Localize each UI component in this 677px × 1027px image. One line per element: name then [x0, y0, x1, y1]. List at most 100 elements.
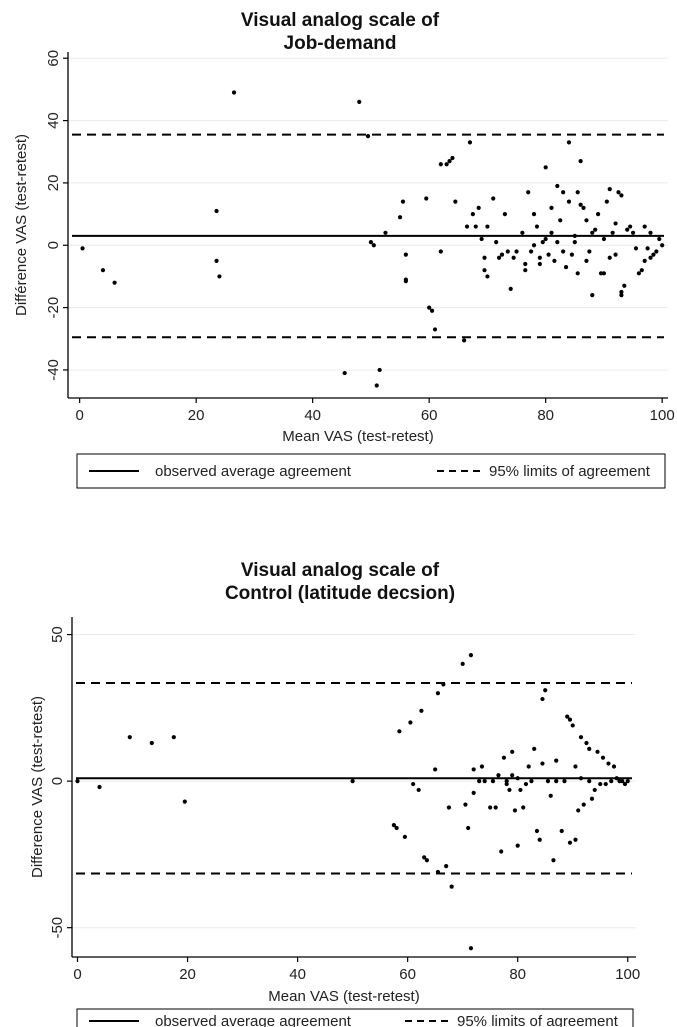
data-point — [485, 224, 490, 229]
data-point — [416, 787, 421, 793]
y-tick-label: -20 — [45, 297, 62, 319]
data-point — [555, 183, 560, 189]
data-point — [578, 776, 584, 781]
data-point — [642, 224, 647, 229]
data-point — [523, 781, 529, 787]
data-point — [636, 271, 641, 276]
x-tick-label: 80 — [537, 407, 554, 424]
data-point — [625, 779, 630, 784]
data-point — [607, 187, 612, 192]
data-point — [584, 740, 589, 746]
data-point — [342, 370, 347, 376]
data-point — [573, 837, 578, 842]
data-point — [397, 729, 402, 734]
data-point — [477, 779, 482, 784]
data-point — [537, 255, 542, 260]
data-point — [563, 264, 569, 270]
data-point — [566, 199, 572, 204]
data-point — [444, 864, 449, 869]
data-point — [511, 255, 516, 260]
data-point — [603, 781, 608, 787]
data-point — [494, 240, 499, 245]
data-point — [590, 230, 595, 235]
data-point — [648, 255, 653, 260]
data-point — [365, 134, 371, 139]
data-point — [488, 805, 493, 810]
data-point — [598, 271, 604, 276]
data-point — [127, 735, 132, 740]
x-tick-label: 20 — [188, 407, 205, 424]
data-point — [521, 805, 526, 810]
data-point — [633, 246, 639, 251]
data-point — [357, 99, 362, 104]
data-point — [490, 779, 496, 784]
data-point — [587, 249, 592, 254]
data-point — [589, 796, 595, 801]
data-point — [449, 884, 454, 889]
chart-title-line: Job-demand — [284, 33, 397, 54]
data-point — [592, 787, 597, 793]
x-tick-label: 100 — [650, 407, 675, 424]
data-point — [394, 825, 399, 831]
data-point — [622, 283, 627, 288]
data-point — [493, 805, 498, 810]
data-point — [491, 196, 496, 201]
x-tick-label: 0 — [73, 966, 81, 983]
data-point — [504, 779, 509, 784]
data-point — [444, 162, 449, 167]
data-point — [471, 767, 476, 772]
legend-label-limits: 95% limits of agreement — [457, 1013, 619, 1027]
data-point — [435, 691, 441, 696]
data-point — [515, 776, 520, 781]
data-point — [607, 255, 612, 260]
data-point — [549, 230, 554, 235]
data-point — [217, 274, 222, 279]
legend-label-average: observed average agreement — [155, 1013, 352, 1027]
data-point — [567, 717, 573, 722]
data-point — [371, 243, 376, 248]
data-point — [584, 258, 589, 263]
data-point — [482, 255, 487, 260]
data-point — [510, 749, 515, 754]
data-point — [595, 211, 601, 217]
data-point — [435, 869, 441, 875]
data-point — [543, 688, 548, 693]
x-tick-label: 40 — [289, 966, 306, 983]
data-point — [639, 268, 644, 273]
data-point — [499, 849, 504, 854]
data-point — [534, 828, 540, 834]
data-point — [651, 252, 656, 257]
x-axis-label: Mean VAS (test-retest) — [282, 428, 433, 445]
data-point — [537, 837, 542, 842]
data-point — [432, 327, 438, 332]
data-point — [403, 252, 408, 257]
data-point — [549, 205, 554, 210]
x-tick-label: 40 — [304, 407, 321, 424]
data-point — [613, 221, 618, 226]
data-point — [482, 779, 487, 784]
data-point — [572, 233, 577, 239]
data-point — [149, 740, 154, 746]
data-point — [515, 843, 520, 848]
data-point — [80, 246, 85, 251]
data-point — [408, 720, 413, 725]
data-point — [470, 211, 475, 217]
data-point — [551, 858, 556, 863]
data-point — [543, 236, 548, 242]
data-point — [397, 215, 403, 220]
data-point — [438, 162, 443, 167]
data-point — [473, 224, 478, 229]
chart-title-line: Control (latitude decsion) — [225, 583, 455, 604]
data-point — [613, 252, 618, 257]
data-point — [611, 764, 617, 769]
data-point — [100, 268, 106, 273]
data-point — [561, 190, 566, 195]
y-axis-label: Différence VAS (test-retest) — [13, 134, 30, 316]
data-point — [499, 252, 505, 257]
data-point — [616, 190, 621, 195]
data-point — [529, 779, 534, 784]
data-point — [561, 249, 566, 254]
data-point — [523, 261, 528, 267]
data-point — [441, 682, 446, 687]
